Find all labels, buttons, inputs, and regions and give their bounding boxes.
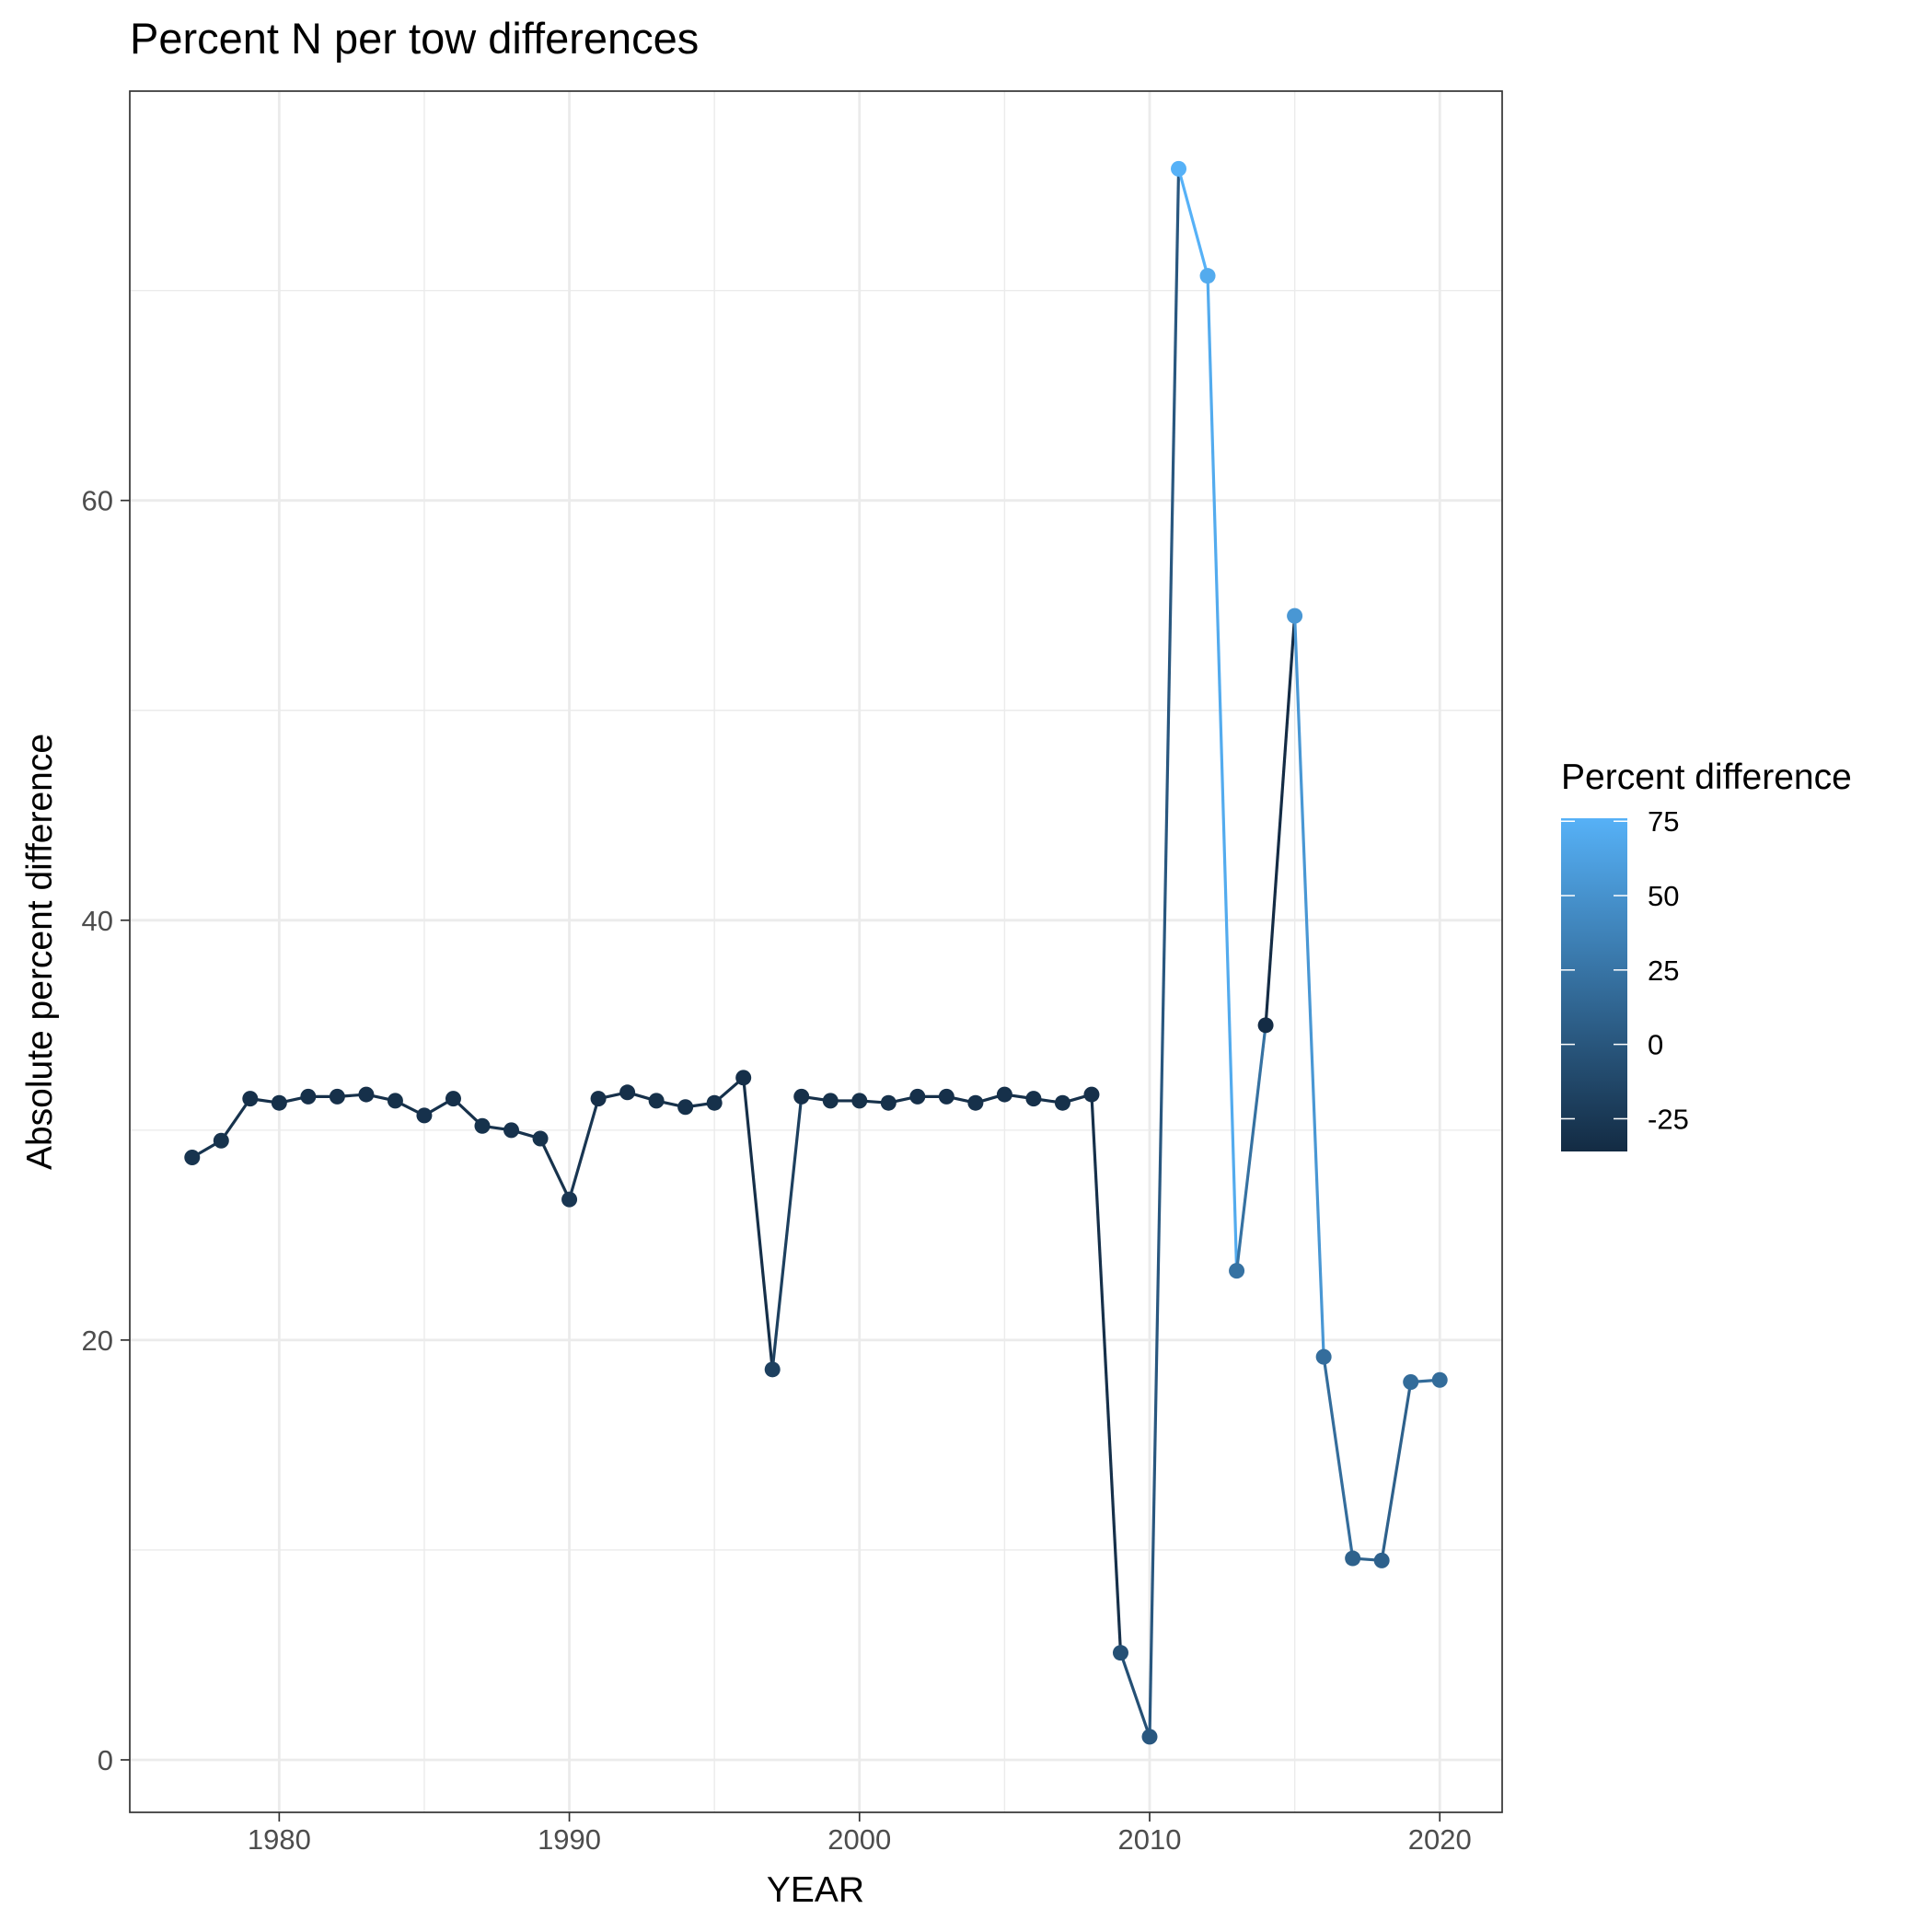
data-point bbox=[648, 1093, 665, 1109]
x-axis: 1980 1990 2000 2010 2020 bbox=[248, 1812, 1472, 1856]
data-point bbox=[1112, 1645, 1128, 1661]
data-point bbox=[387, 1093, 403, 1109]
data-point bbox=[474, 1117, 491, 1134]
line-segment bbox=[1380, 1382, 1413, 1561]
x-tick-label: 1990 bbox=[538, 1823, 601, 1856]
line-segment bbox=[770, 1096, 804, 1370]
y-axis-title: Absolute percent difference bbox=[20, 734, 60, 1170]
data-point bbox=[996, 1086, 1012, 1103]
line-segment bbox=[1090, 1093, 1123, 1653]
line-segment bbox=[1293, 616, 1325, 1358]
line-segment bbox=[1234, 1024, 1267, 1271]
minor-gridlines bbox=[130, 91, 1502, 1812]
x-tick-label: 1980 bbox=[248, 1823, 311, 1856]
data-point bbox=[764, 1361, 781, 1378]
data-point bbox=[967, 1094, 984, 1111]
legend-tick-label: 75 bbox=[1648, 805, 1679, 838]
data-point bbox=[938, 1088, 954, 1105]
data-point bbox=[184, 1149, 201, 1165]
legend-tick-label: 25 bbox=[1648, 954, 1679, 987]
data-point bbox=[358, 1086, 375, 1103]
data-point bbox=[735, 1070, 752, 1086]
legend-title: Percent difference bbox=[1561, 758, 1852, 797]
data-point bbox=[1431, 1371, 1448, 1388]
data-point bbox=[532, 1130, 549, 1147]
chart-title: Percent N per tow differences bbox=[130, 14, 699, 63]
data-point bbox=[1141, 1729, 1158, 1745]
line-segment bbox=[1148, 168, 1181, 1737]
major-gridlines bbox=[130, 91, 1502, 1812]
data-point bbox=[590, 1091, 607, 1107]
line-segment bbox=[742, 1077, 774, 1370]
legend-tick-label: -25 bbox=[1648, 1103, 1689, 1135]
line-segment bbox=[1264, 616, 1297, 1025]
y-tick-label: 0 bbox=[98, 1744, 113, 1776]
line-segment bbox=[538, 1138, 572, 1200]
data-point bbox=[880, 1094, 897, 1111]
legend-tick-label: 0 bbox=[1648, 1029, 1663, 1061]
plot-panel-border bbox=[129, 90, 1503, 1813]
line-segment bbox=[1322, 1356, 1355, 1559]
x-tick-label: 2010 bbox=[1118, 1823, 1182, 1856]
data-point bbox=[445, 1091, 461, 1107]
data-point bbox=[1257, 1017, 1274, 1034]
data-point bbox=[1054, 1094, 1070, 1111]
data-point bbox=[619, 1084, 636, 1101]
legend-tick-label: 50 bbox=[1648, 880, 1679, 912]
data-point bbox=[1171, 160, 1187, 177]
data-point bbox=[1083, 1086, 1100, 1103]
data-point bbox=[1287, 607, 1303, 624]
data-point bbox=[793, 1088, 810, 1105]
line-segment bbox=[1206, 275, 1239, 1271]
legend-ticks: 75 50 25 0 -25 bbox=[1561, 805, 1689, 1135]
data-point bbox=[1403, 1374, 1419, 1390]
series-points bbox=[184, 160, 1448, 1745]
x-axis-title: YEAR bbox=[767, 1870, 864, 1910]
y-tick-label: 60 bbox=[82, 485, 113, 517]
data-point bbox=[1315, 1348, 1332, 1365]
x-tick-label: 2000 bbox=[827, 1823, 891, 1856]
y-tick-label: 20 bbox=[82, 1325, 113, 1357]
data-point bbox=[677, 1099, 694, 1116]
color-legend: Percent difference 75 50 25 0 -25 bbox=[1561, 758, 1852, 1151]
data-point bbox=[242, 1091, 259, 1107]
data-point bbox=[1229, 1263, 1245, 1279]
data-point bbox=[706, 1094, 723, 1111]
data-point bbox=[213, 1132, 229, 1149]
data-point bbox=[300, 1088, 317, 1105]
data-point bbox=[822, 1093, 839, 1109]
data-point bbox=[329, 1088, 345, 1105]
data-point bbox=[909, 1088, 926, 1105]
data-point bbox=[416, 1107, 433, 1124]
data-point bbox=[1373, 1552, 1390, 1568]
data-point bbox=[1345, 1550, 1361, 1567]
data-point bbox=[1199, 268, 1216, 284]
line-segment bbox=[568, 1098, 600, 1200]
y-axis: 0 20 40 60 bbox=[82, 485, 130, 1776]
plot-panel bbox=[130, 91, 1502, 1812]
data-point bbox=[851, 1093, 868, 1109]
data-point bbox=[561, 1191, 578, 1208]
data-point bbox=[1025, 1091, 1042, 1107]
line-segment bbox=[219, 1097, 252, 1142]
data-point bbox=[503, 1122, 520, 1139]
line-segment bbox=[1176, 168, 1209, 277]
line-segment bbox=[1118, 1652, 1151, 1738]
x-tick-label: 2020 bbox=[1408, 1823, 1472, 1856]
legend-colorbar bbox=[1561, 818, 1627, 1151]
y-tick-label: 40 bbox=[82, 905, 113, 937]
data-point bbox=[271, 1094, 287, 1111]
